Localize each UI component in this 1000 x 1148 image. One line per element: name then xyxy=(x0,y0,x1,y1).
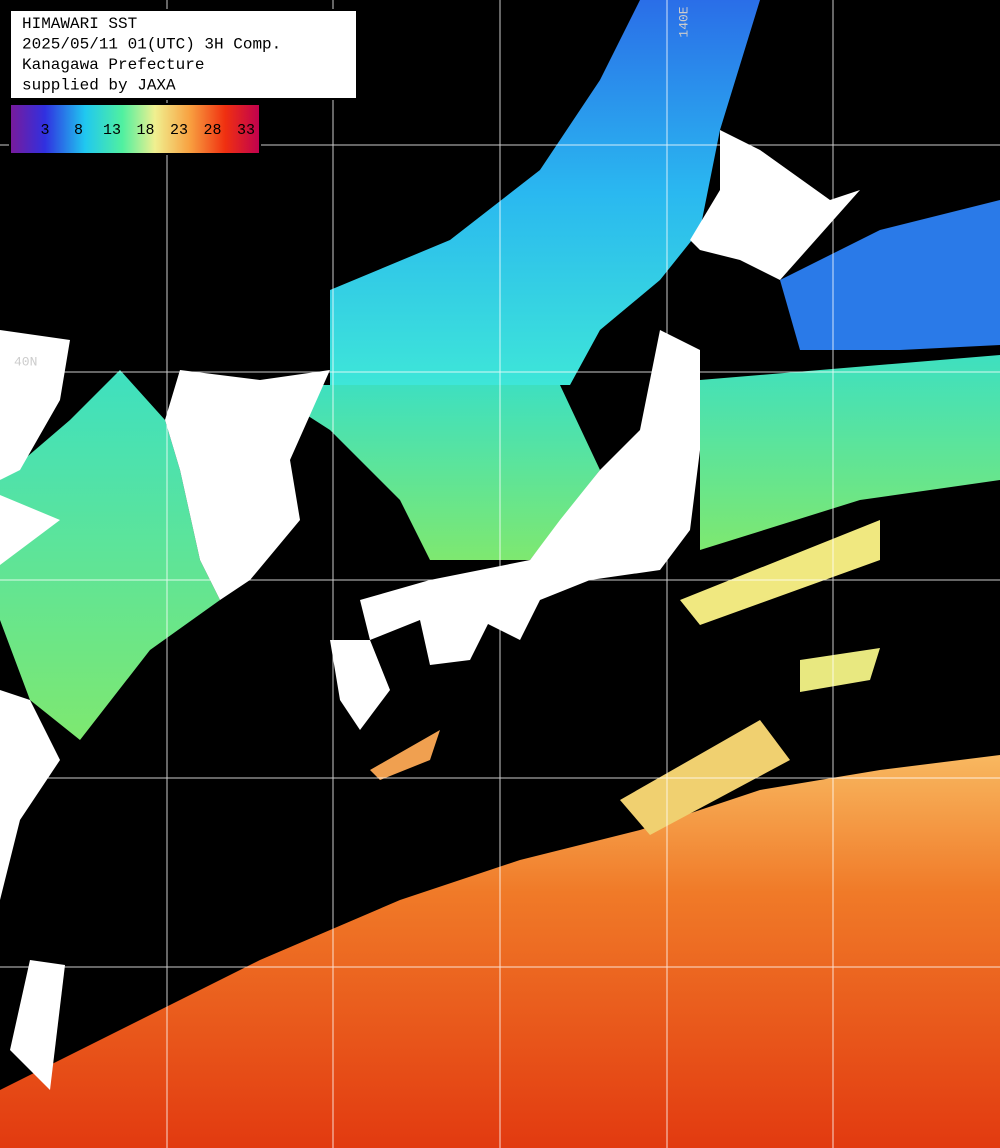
hokkaido xyxy=(690,130,860,280)
subtropical-water xyxy=(370,730,440,780)
colorbar-ticks: 3 8 13 18 23 28 33 xyxy=(40,122,255,139)
header-line: 2025/05/11 01(UTC) 3H Comp. xyxy=(22,36,281,54)
colorbar-tick-label: 23 xyxy=(170,122,188,139)
subtropical-water xyxy=(800,648,880,692)
cold-water-east xyxy=(780,200,1000,350)
header: HIMAWARI SST 2025/05/11 01(UTC) 3H Comp. K… xyxy=(22,15,281,95)
mild-water xyxy=(260,385,600,560)
korea xyxy=(165,370,330,600)
kyushu xyxy=(330,640,390,730)
mild-water xyxy=(0,370,220,740)
colorbar-tick-label: 8 xyxy=(74,122,83,139)
colorbar-tick-label: 28 xyxy=(203,122,221,139)
shikoku xyxy=(420,620,490,665)
latitude-label: 40N xyxy=(14,354,37,369)
colorbar-tick-label: 3 xyxy=(40,122,49,139)
mild-water xyxy=(700,355,1000,550)
honshu xyxy=(360,330,700,640)
cold-water xyxy=(330,0,760,385)
colorbar xyxy=(9,103,261,155)
land xyxy=(0,130,860,1090)
taiwan xyxy=(10,960,65,1090)
colorbar-tick-label: 13 xyxy=(103,122,121,139)
header-box xyxy=(9,9,358,100)
header-line: HIMAWARI SST xyxy=(22,15,137,33)
china-coast xyxy=(0,330,70,900)
subtropical-water xyxy=(680,520,880,625)
longitude-label: 140E xyxy=(676,6,691,37)
colorbar-tick-label: 18 xyxy=(136,122,154,139)
colorbar-tick-label: 33 xyxy=(237,122,255,139)
header-line: supplied by JAXA xyxy=(22,77,176,95)
header-line: Kanagawa Prefecture xyxy=(22,56,204,74)
